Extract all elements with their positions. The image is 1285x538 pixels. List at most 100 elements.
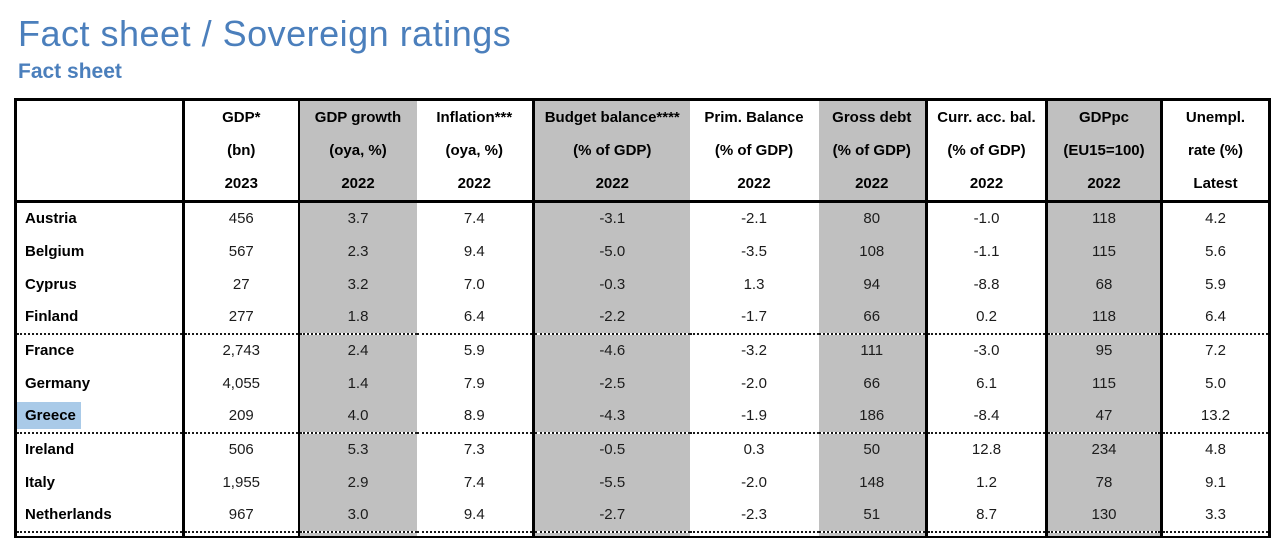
country-label: France [25,342,75,359]
country-cell: Germany [16,367,184,400]
cell-budget-balance: -5.0 [532,234,690,268]
cell-curr-acc-bal: -8.8 [925,267,1047,301]
cell-prim-balance: -2.1 [741,210,767,228]
cell-curr-acc-bal: 8.7 [925,498,1047,532]
column-header-line: 2023 [224,175,258,192]
partial-cell [15,530,184,538]
column-header-line: GDP* [222,109,261,126]
cell-budget-balance: -2.5 [532,366,690,400]
cell-prim-balance: -1.9 [741,407,767,424]
cell-prim-balance: -2.3 [741,506,767,523]
page-title: Fact sheet / Sovereign ratings [18,13,512,54]
column-header-line: Prim. Balance [704,109,804,126]
country-label: Finland [25,308,79,325]
cell-unempl: 7.2 [1160,332,1270,367]
cell-gdppc: 115 [1045,366,1162,400]
partial-cell [689,530,819,538]
fact-sheet-page: Fact sheet / Sovereign ratings Fact shee… [0,12,1285,538]
cell-gdp-growth: 2.4 [297,332,417,367]
cell-gdp-growth: 3.0 [297,498,417,532]
table-row: Finland 277 1.8 6.4 -2.2 -1.7 66 0.2 118 6.4 [16,300,1270,334]
cell-unempl: 13.2 [1160,399,1270,433]
cell-gross-debt: 50 [818,431,927,466]
partial-cell [532,530,690,538]
cell-gdppc: 95 [1045,332,1162,367]
cell-gdppc: 130 [1045,498,1162,532]
country-label: Germany [25,374,91,392]
cell-curr-acc-bal: 0.2 [925,300,1047,334]
cell-prim-balance: -2.0 [741,374,767,392]
cell-gdp-growth: 1.8 [297,300,417,334]
cell-gdp: 567 [182,234,299,268]
column-header-line: 2022 [969,175,1004,192]
cell-gdp: 456 [182,201,299,235]
table-row: France 2,743 2.4 5.9 -4.6 -3.2 111 -3.0 95 7.2 [15,332,1270,367]
country-label: Austria [25,210,77,228]
partial-row [15,530,1270,538]
column-header-line [17,101,182,134]
cell-gdppc: 115 [1045,234,1162,268]
column-header-line: 2022 [595,175,629,192]
cell-inflation: 7.4 [463,210,485,228]
cell-gdp: 4,055 [182,366,299,400]
column-header-line: Curr. acc. bal. [937,109,1036,126]
column-header-line: 2022 [1087,175,1121,192]
table-row: Belgium 567 2.3 9.4 -5.0 -3.5 108 -1.1 115 5.6 [16,234,1270,268]
cell-gdp: 277 [182,300,299,334]
cell-gross-debt: 66 [818,366,927,400]
table-header: GDP* (bn) 2023 GDP growth (oya, %) 2022 Inflat… [15,99,1270,203]
column-header-line: 2022 [457,175,491,192]
column-header-line: Gross debt [832,109,912,126]
partial-cell [925,530,1047,538]
column-header-line: 2022 [855,175,889,192]
cell-inflation: 9.4 [463,242,485,260]
country-cell: Belgium [16,235,184,268]
partial-cell [416,530,534,538]
cell-unempl: 5.9 [1160,267,1270,301]
country-label: Italy [25,473,56,491]
cell-prim-balance: -2.0 [741,473,767,491]
cell-gdppc: 234 [1045,431,1162,466]
cell-prim-balance: -3.5 [741,242,767,260]
table-row: Netherlands 967 3.0 9.4 -2.7 -2.3 51 8.7 130 3.3 [16,498,1270,532]
column-header-line: (oya, %) [445,142,503,159]
cell-inflation: 7.4 [463,473,485,491]
partial-cell [1160,530,1270,538]
table-row: Austria 456 3.7 7.4 -3.1 -2.1 80 -1.0 118 4.2 [16,201,1270,235]
cell-gdppc: 118 [1045,300,1162,334]
cell-gdp-growth: 2.3 [297,234,417,268]
cell-gdp-growth: 4.0 [297,399,417,433]
column-header-prim-balance: Prim. Balance (% of GDP) 2022 [689,99,819,203]
cell-curr-acc-bal: -1.1 [925,234,1047,268]
column-header-inflation: Inflation*** (oya, %) 2022 [416,99,534,203]
cell-gdp-growth: 1.4 [297,366,417,400]
cell-gdp-growth: 3.2 [297,267,417,301]
cell-gdp: 2,743 [182,332,299,367]
column-header-gdppc: GDPpc (EU15=100) 2022 [1045,99,1162,203]
country-label-selected: Greece [17,402,81,429]
partial-cell [297,530,417,538]
column-header-country [15,99,184,203]
column-header-line: (% of GDP) [714,142,794,159]
column-header-budget-balance: Budget balance**** (% of GDP) 2022 [532,99,690,203]
country-cell: Greece [16,400,184,433]
cell-gdp-growth: 3.7 [297,201,417,235]
column-header-line: 2022 [737,175,771,192]
cell-gross-debt: 66 [818,300,927,334]
cell-gdp-growth: 2.9 [297,465,417,499]
column-header-line: (EU15=100) [1063,142,1145,159]
fact-sheet-table: GDP* (bn) 2023 GDP growth (oya, %) 2022 Inflat… [14,98,1271,538]
cell-unempl: 4.2 [1160,201,1270,235]
cell-budget-balance: -4.6 [532,332,690,367]
column-header-line [17,167,182,199]
column-header-line: (bn) [227,142,256,159]
column-header-line: GDP growth [314,109,402,126]
column-header-curr-acc-bal: Curr. acc. bal. (% of GDP) 2022 [925,99,1047,203]
cell-gdp: 1,955 [182,465,299,499]
cell-budget-balance: -0.3 [532,267,690,301]
table-row: Ireland 506 5.3 7.3 -0.5 0.3 50 12.8 234 4.8 [15,431,1270,466]
country-cell: Ireland [15,431,184,466]
cell-prim-balance: -1.7 [741,308,767,325]
cell-unempl: 3.3 [1160,498,1270,532]
cell-gross-debt: 94 [818,267,927,301]
